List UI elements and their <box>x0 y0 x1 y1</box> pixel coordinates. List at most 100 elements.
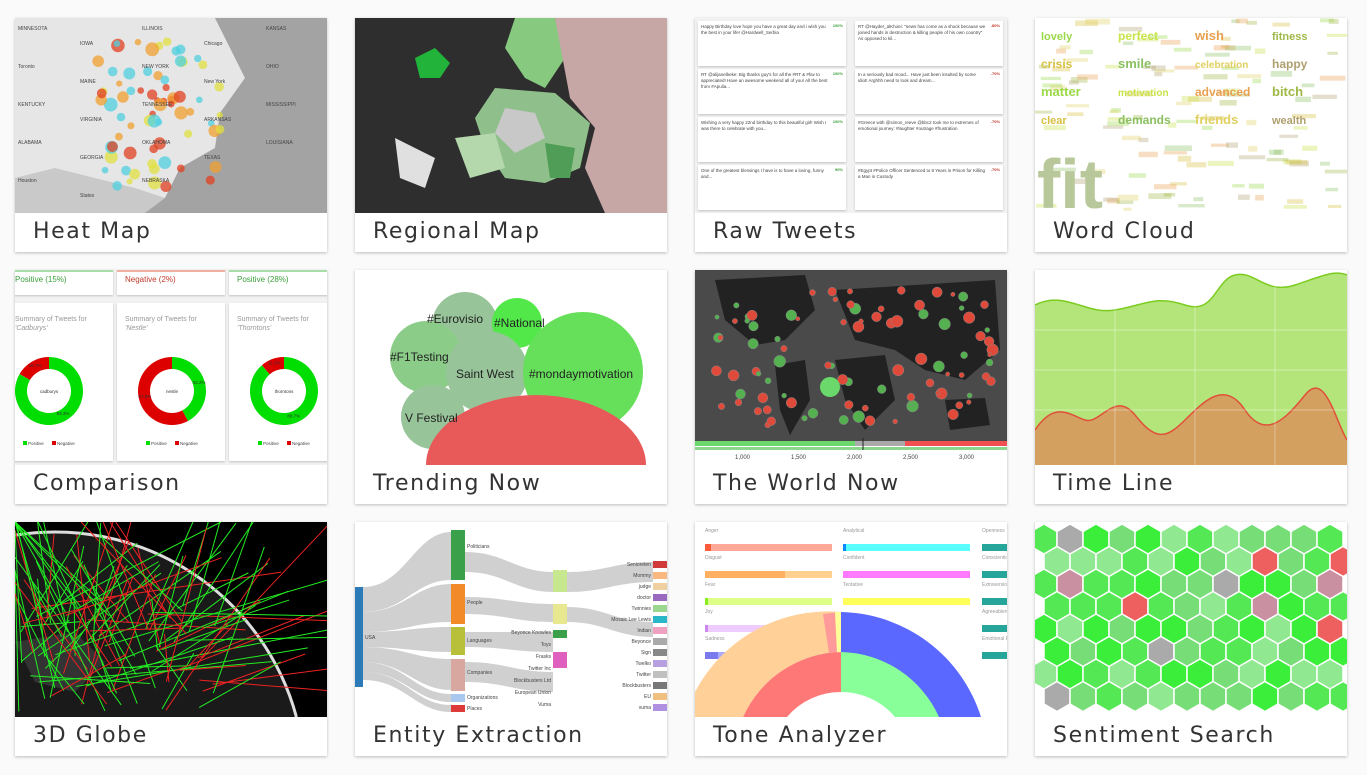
negative-slice[interactable] <box>138 357 189 425</box>
tweet-dot[interactable] <box>852 320 865 333</box>
tweet-dot[interactable] <box>958 372 965 378</box>
tweet-card[interactable]: 100% Happy Birthday love hope you have a … <box>698 21 846 66</box>
bubble-label[interactable]: #Eurovisio <box>427 312 484 326</box>
tweet-dot[interactable] <box>862 404 869 412</box>
entity-node[interactable] <box>653 649 667 656</box>
entity-node[interactable] <box>653 583 667 590</box>
tweet-dot[interactable] <box>877 305 885 313</box>
tweet-dot[interactable] <box>781 392 787 399</box>
tweet-dot[interactable] <box>947 408 959 420</box>
entity-node[interactable] <box>653 660 667 667</box>
tweet-dot[interactable] <box>925 378 935 388</box>
tweet-dot[interactable] <box>748 321 759 332</box>
tweet-dot[interactable] <box>958 291 969 302</box>
tweet-dot[interactable] <box>840 319 847 326</box>
entity-node[interactable] <box>653 704 667 711</box>
tweet-dot[interactable] <box>931 286 943 298</box>
tweet-dot[interactable] <box>945 371 950 377</box>
tweet-dot[interactable] <box>897 286 906 295</box>
card-entity-extraction[interactable]: USA Politicians People Languages Companies Or… <box>355 522 667 756</box>
tweet-dot[interactable] <box>980 300 989 309</box>
card-trending-now[interactable]: #Eurovisio #National #F1Testing Saint We… <box>355 270 667 504</box>
tweet-dot[interactable] <box>963 311 976 324</box>
tweet-dot[interactable] <box>766 416 776 426</box>
sentiment-hex[interactable] <box>1147 680 1175 713</box>
card-sentiment-search[interactable]: Sentiment Search <box>1035 522 1347 756</box>
entity-node[interactable] <box>653 594 667 601</box>
tweet-dot[interactable] <box>955 401 964 410</box>
sentiment-hex[interactable] <box>1225 680 1253 713</box>
tweet-dot[interactable] <box>820 377 840 397</box>
tweet-dot[interactable] <box>871 311 882 322</box>
tweet-dot[interactable] <box>852 410 865 423</box>
entity-node[interactable] <box>653 638 667 645</box>
card-comparison[interactable]: Positive (15%) Negative (2%) Positive (28%… <box>15 270 327 504</box>
negative-slice[interactable] <box>261 357 284 375</box>
tweet-dot[interactable] <box>938 318 951 331</box>
tweet-dot[interactable] <box>757 392 769 404</box>
tweet-card[interactable]: -70% #Egypt #Police Officer Sentenced to … <box>855 165 1003 210</box>
entity-node[interactable] <box>653 561 667 568</box>
card-word-cloud[interactable]: fit lovely perfect wish fitness crisis smile ce… <box>1035 18 1347 252</box>
tweet-dot[interactable] <box>735 388 746 400</box>
tweet-dot[interactable] <box>734 398 743 407</box>
sentiment-hex[interactable] <box>1095 680 1123 713</box>
sentiment-hex[interactable] <box>1277 680 1305 713</box>
entity-node[interactable] <box>653 627 667 634</box>
tweet-dot[interactable] <box>915 352 928 365</box>
tweet-dot[interactable] <box>832 296 839 303</box>
tweet-card[interactable]: 90% One of the greatest blessings I have … <box>698 165 846 210</box>
tweet-dot[interactable] <box>780 345 788 353</box>
tweet-dot[interactable] <box>987 352 993 358</box>
card-raw-tweets[interactable]: 100% Happy Birthday love hope you have a … <box>695 18 1007 252</box>
tweet-dot[interactable] <box>907 401 914 408</box>
positive-slice[interactable] <box>15 357 83 425</box>
sentiment-hex[interactable] <box>1173 680 1201 713</box>
tweet-dot[interactable] <box>711 365 722 377</box>
positive-slice[interactable] <box>250 357 318 425</box>
tweet-dot[interactable] <box>892 364 905 377</box>
tweet-dot[interactable] <box>914 299 925 311</box>
tweet-dot[interactable] <box>877 384 887 394</box>
tweet-dot[interactable] <box>958 305 965 311</box>
tweet-dot[interactable] <box>985 358 994 367</box>
card-the-world-now[interactable]: 1,000 1,500 2,000 2,500 3,000 The World … <box>695 270 1007 504</box>
card-heat-map[interactable]: MINNESOTA IOWA ILLINOIS Chicago KANSAS Toront… <box>15 18 327 252</box>
card-tone-analyzer[interactable]: Anger Disgust Fear Joy Sadness Analytica… <box>695 522 1007 756</box>
tweet-dot[interactable] <box>762 405 772 415</box>
entity-node[interactable] <box>653 682 667 689</box>
tweet-card[interactable]: 100% Wishing a very happy 22nd birthday t… <box>698 117 846 162</box>
tweet-dot[interactable] <box>950 291 956 297</box>
tweet-dot[interactable] <box>714 314 720 320</box>
tweet-dot[interactable] <box>746 309 758 321</box>
positive-slice[interactable] <box>172 357 206 421</box>
tweet-card[interactable]: -70% #Greece with @simon_reeve @bbc2 took… <box>855 117 1003 162</box>
entity-node[interactable] <box>653 693 667 700</box>
sentiment-hex[interactable] <box>1251 680 1279 713</box>
tweet-dot[interactable] <box>717 334 724 341</box>
tweet-dot[interactable] <box>747 338 759 350</box>
tweet-dot[interactable] <box>827 287 837 297</box>
tweet-dot[interactable] <box>774 335 781 343</box>
sentiment-hex[interactable] <box>1121 680 1149 713</box>
card-time-line[interactable]: Time Line <box>1035 270 1347 504</box>
tweet-dot[interactable] <box>890 315 904 328</box>
bubble-label[interactable]: #mondaymotivation <box>529 367 634 381</box>
tweet-card[interactable]: 100% RT @alijanelbeke: Big thanks guy's f… <box>698 69 846 114</box>
tweet-dot[interactable] <box>764 377 772 385</box>
tweet-dot[interactable] <box>773 355 786 368</box>
entity-node[interactable] <box>653 572 667 579</box>
sentiment-hex[interactable] <box>1199 680 1227 713</box>
negative-slice[interactable] <box>19 357 49 381</box>
tweet-card[interactable]: -80% RT @Hayder_alKhoei: "news has come a… <box>855 21 1003 66</box>
tweet-dot[interactable] <box>837 374 849 385</box>
tweet-dot[interactable] <box>935 390 941 396</box>
tweet-dot[interactable] <box>847 288 853 295</box>
tweet-dot[interactable] <box>966 392 973 399</box>
tweet-dot[interactable] <box>744 318 750 324</box>
tweet-dot[interactable] <box>966 399 972 405</box>
sentiment-hex[interactable] <box>1069 680 1097 713</box>
tweet-dot[interactable] <box>732 318 738 324</box>
tweet-dot[interactable] <box>733 302 740 309</box>
tweet-dot[interactable] <box>960 351 968 359</box>
